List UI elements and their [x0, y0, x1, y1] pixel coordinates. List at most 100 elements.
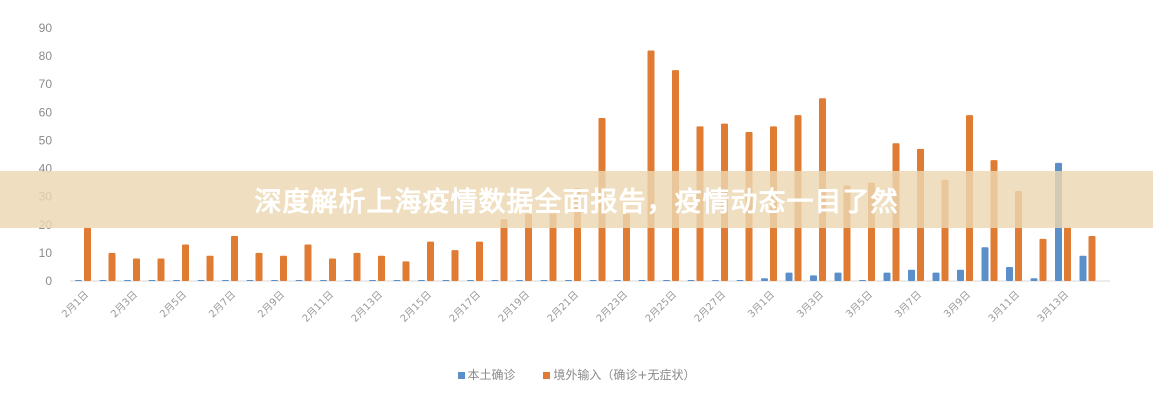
bar-local [638, 280, 646, 281]
bar-local [932, 272, 940, 281]
bar-local [124, 280, 131, 281]
bar-local [516, 280, 523, 281]
bar-imported [378, 255, 385, 281]
x-tick-label: 2月21日 [545, 289, 581, 325]
bar-local [222, 280, 229, 281]
bar-local [859, 280, 866, 281]
bar-local [320, 280, 327, 281]
bar-local [736, 280, 744, 281]
bar-chart: 01020304050607080902月1日2月3日2月5日2月7日2月9日2… [39, 21, 1110, 325]
x-tick-label: 2月15日 [398, 289, 434, 325]
x-tick-label: 2月5日 [157, 289, 189, 321]
bar-local [369, 280, 376, 281]
bar-local [712, 280, 719, 281]
bar-local [1006, 266, 1013, 281]
bar-imported [451, 250, 459, 281]
bar-local [271, 280, 278, 281]
x-tick-label: 2月1日 [59, 289, 91, 321]
bar-imported [133, 258, 140, 281]
bar-local [75, 280, 82, 281]
legend-label-imported: 境外输入（确诊+无症状） [553, 368, 696, 382]
bar-local [442, 280, 450, 281]
bar-local [467, 280, 474, 281]
x-tick-label: 3月7日 [892, 289, 924, 321]
bar-local [344, 280, 352, 281]
bar-local [540, 280, 548, 281]
bar-local [173, 280, 180, 281]
y-tick-label: 70 [39, 77, 53, 91]
bar-imported [525, 213, 532, 281]
bar-local [883, 272, 891, 281]
bar-imported [1064, 227, 1071, 281]
y-tick-label: 0 [45, 274, 52, 288]
x-tick-label: 3月3日 [794, 289, 826, 321]
bar-imported [157, 258, 165, 281]
bar-imported [206, 255, 214, 281]
bar-imported [647, 50, 655, 281]
bar-local [785, 272, 793, 281]
bar-local [810, 275, 817, 281]
bar-imported [1088, 236, 1096, 281]
bar-imported [329, 258, 336, 281]
y-tick-label: 50 [39, 133, 53, 147]
bar-local [197, 280, 205, 281]
bar-imported [280, 255, 287, 281]
x-tick-label: 2月3日 [108, 289, 140, 321]
x-tick-label: 3月9日 [941, 289, 973, 321]
x-tick-label: 2月19日 [496, 289, 532, 325]
legend-swatch-imported [543, 372, 551, 379]
bar-local [295, 280, 303, 281]
bar-local [246, 280, 254, 281]
bar-local [99, 280, 107, 281]
bar-imported [182, 244, 189, 281]
bar-imported [623, 213, 630, 281]
bar-local [1079, 255, 1087, 281]
bar-imported [427, 241, 434, 281]
x-tick-label: 3月11日 [986, 289, 1022, 325]
bar-local [393, 280, 401, 281]
legend-item-imported: 境外输入（确诊+无症状） [543, 368, 695, 382]
bar-local [981, 247, 989, 281]
x-tick-label: 2月25日 [643, 289, 679, 325]
bar-imported [549, 213, 557, 281]
banner-title: 深度解析上海疫情数据全面报告，疫情动态一目了然 [254, 187, 899, 218]
bar-imported [304, 244, 312, 281]
x-tick-label: 3月13日 [1035, 289, 1071, 325]
x-tick-label: 2月13日 [349, 289, 385, 325]
y-tick-label: 10 [39, 246, 53, 260]
legend-item-local: 本土确诊 [457, 368, 516, 382]
y-tick-label: 60 [39, 105, 53, 119]
x-tick-label: 2月11日 [300, 289, 336, 325]
x-tick-label: 3月1日 [745, 289, 777, 321]
x-tick-label: 2月7日 [206, 289, 238, 321]
bar-imported [500, 219, 508, 281]
bar-imported [255, 252, 263, 281]
bar-imported [1039, 238, 1047, 281]
bar-local [663, 280, 670, 281]
bar-imported [476, 241, 483, 281]
bar-local [148, 280, 156, 281]
bar-imported [84, 227, 91, 281]
x-tick-label: 2月9日 [255, 289, 287, 321]
bar-local [687, 280, 695, 281]
legend-swatch-local [457, 372, 465, 379]
legend-label-local: 本土确诊 [467, 368, 516, 382]
bar-local [957, 269, 964, 281]
bar-local [1030, 278, 1038, 281]
x-tick-label: 2月27日 [692, 289, 728, 325]
y-tick-label: 80 [39, 49, 53, 63]
bar-local [761, 278, 768, 281]
bar-local [418, 280, 425, 281]
bar-imported [353, 252, 361, 281]
x-tick-label: 3月5日 [843, 289, 875, 321]
bar-local [565, 280, 572, 281]
y-tick-label: 90 [39, 21, 53, 35]
bar-local [614, 280, 621, 281]
x-tick-label: 2月23日 [594, 289, 630, 325]
x-tick-label: 2月17日 [447, 289, 483, 325]
legend: 本土确诊 境外输入（确诊+无症状） [0, 366, 1153, 383]
bar-local [491, 280, 499, 281]
bar-imported [108, 252, 116, 281]
bar-imported [402, 261, 410, 281]
bar-local [834, 272, 842, 281]
